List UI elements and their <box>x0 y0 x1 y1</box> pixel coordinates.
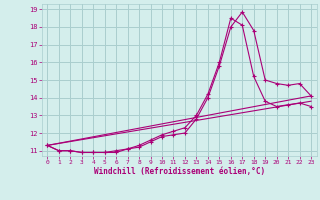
X-axis label: Windchill (Refroidissement éolien,°C): Windchill (Refroidissement éolien,°C) <box>94 167 265 176</box>
